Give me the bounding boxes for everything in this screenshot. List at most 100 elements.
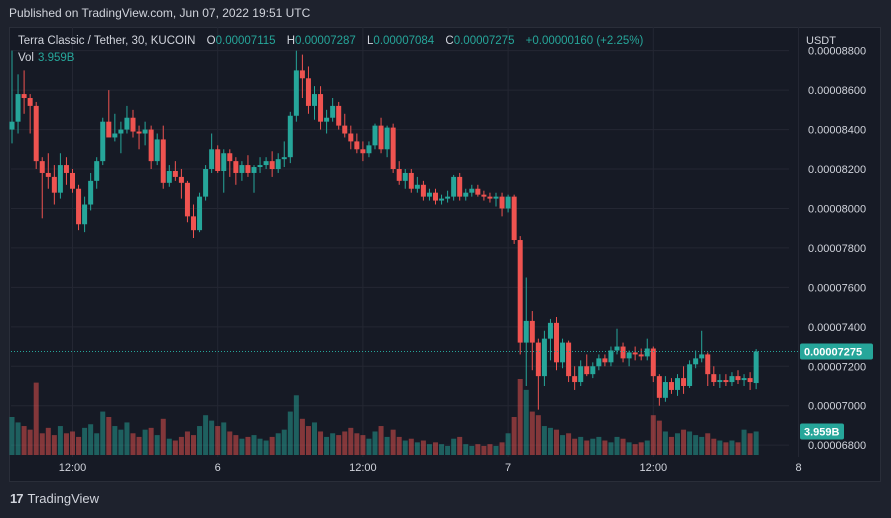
candle bbox=[63, 157, 69, 185]
volume-bar bbox=[735, 442, 741, 455]
candle-body bbox=[124, 117, 130, 130]
last-volume-tag: 3.959B bbox=[800, 423, 844, 440]
candle bbox=[263, 157, 269, 170]
candle bbox=[487, 192, 493, 203]
candle bbox=[390, 123, 396, 173]
volume-bar bbox=[566, 433, 572, 455]
candle bbox=[88, 172, 94, 211]
candle bbox=[705, 352, 711, 386]
time-axis[interactable]: 12:00 6 12:00 7 12:00 8 bbox=[59, 462, 802, 474]
volume-bar bbox=[469, 445, 475, 455]
candle bbox=[245, 155, 251, 177]
candle-body bbox=[644, 348, 650, 357]
volume-bar bbox=[499, 442, 505, 455]
volume-bar bbox=[668, 436, 674, 455]
candle-body bbox=[529, 320, 535, 343]
candle bbox=[523, 277, 529, 386]
volume-bar bbox=[535, 415, 541, 455]
candle bbox=[656, 374, 662, 406]
price-tick-label: 0.00007000 bbox=[808, 401, 866, 413]
time-tick-label: 7 bbox=[505, 462, 511, 474]
volume-bar bbox=[408, 438, 414, 455]
symbol-label[interactable]: Terra Classic / Tether, 30, KUCOIN bbox=[18, 35, 196, 47]
candle bbox=[596, 354, 602, 371]
volume-bar bbox=[705, 433, 711, 455]
candle bbox=[632, 346, 638, 361]
volume-bar bbox=[203, 415, 209, 455]
candle-body bbox=[63, 165, 69, 173]
volume-bar bbox=[681, 429, 687, 455]
volume-bar bbox=[584, 440, 590, 455]
candle-body bbox=[299, 70, 305, 79]
volume-bar bbox=[9, 417, 15, 455]
volume-bar bbox=[517, 379, 523, 455]
candle bbox=[426, 188, 432, 201]
volume-bar bbox=[554, 429, 559, 455]
candle-body bbox=[227, 153, 233, 162]
volume-bar bbox=[451, 438, 457, 455]
candle bbox=[336, 101, 342, 130]
candlestick-chart[interactable]: 0.00008800 0.00008600 0.00008400 0.00008200… bbox=[9, 27, 881, 482]
volume-bar bbox=[342, 431, 348, 455]
candle-body bbox=[693, 358, 699, 365]
candle-body bbox=[209, 149, 215, 170]
vol-label[interactable]: Vol bbox=[18, 52, 34, 64]
vol-value: 3.959B bbox=[38, 52, 75, 64]
volume-bar bbox=[184, 431, 190, 455]
candle-body bbox=[656, 376, 662, 398]
tradingview-logo[interactable]: 17 TradingView bbox=[10, 491, 99, 506]
candle bbox=[560, 338, 566, 369]
candle bbox=[94, 157, 100, 189]
candle bbox=[741, 374, 747, 386]
candle-body bbox=[705, 354, 711, 375]
volume-bar bbox=[281, 429, 287, 455]
candle bbox=[481, 190, 487, 201]
candle-body bbox=[221, 153, 227, 171]
candle bbox=[602, 354, 608, 367]
candle-body bbox=[94, 161, 100, 181]
candle-body bbox=[269, 161, 275, 170]
candle bbox=[384, 125, 390, 158]
volume-bar bbox=[511, 417, 517, 455]
candle-body bbox=[39, 161, 45, 173]
candle-body bbox=[408, 172, 414, 189]
candle bbox=[203, 165, 209, 201]
candle-body bbox=[348, 133, 354, 142]
candle-body bbox=[148, 129, 154, 162]
candle bbox=[142, 121, 148, 146]
price-tick-label: 0.00007200 bbox=[808, 361, 866, 373]
candle-body bbox=[191, 216, 196, 231]
time-tick-label: 8 bbox=[795, 462, 801, 474]
candle-body bbox=[239, 165, 245, 173]
low-label: L bbox=[367, 35, 374, 47]
volume-bar bbox=[693, 435, 699, 455]
candle-body bbox=[547, 322, 553, 339]
candle bbox=[620, 342, 626, 363]
candle-body bbox=[312, 94, 317, 106]
high-label: H bbox=[286, 35, 296, 47]
candle-body bbox=[499, 196, 505, 209]
volume-bar bbox=[572, 438, 578, 455]
candle bbox=[433, 188, 438, 205]
candle-body bbox=[324, 117, 330, 122]
candle-body bbox=[650, 348, 656, 377]
volume-bar bbox=[118, 429, 124, 455]
candle bbox=[324, 109, 330, 134]
published-header: Published on TradingView.com, Jun 07, 20… bbox=[9, 6, 311, 20]
volume-bar bbox=[15, 422, 21, 455]
price-axis[interactable]: 0.00008800 0.00008600 0.00008400 0.00008200… bbox=[808, 46, 866, 452]
volume-bar bbox=[100, 411, 106, 455]
candle-body bbox=[741, 378, 747, 381]
volume-bar bbox=[324, 436, 330, 455]
volume-bar bbox=[662, 431, 668, 455]
candle bbox=[517, 236, 523, 355]
candle bbox=[717, 374, 723, 388]
candle bbox=[39, 157, 45, 219]
candle bbox=[124, 105, 130, 134]
candle-body bbox=[342, 125, 348, 134]
volume-bar bbox=[608, 442, 614, 455]
volume-bar bbox=[21, 426, 27, 455]
candle bbox=[372, 123, 378, 150]
volume-bar bbox=[94, 433, 100, 455]
volume-bar bbox=[523, 389, 529, 455]
